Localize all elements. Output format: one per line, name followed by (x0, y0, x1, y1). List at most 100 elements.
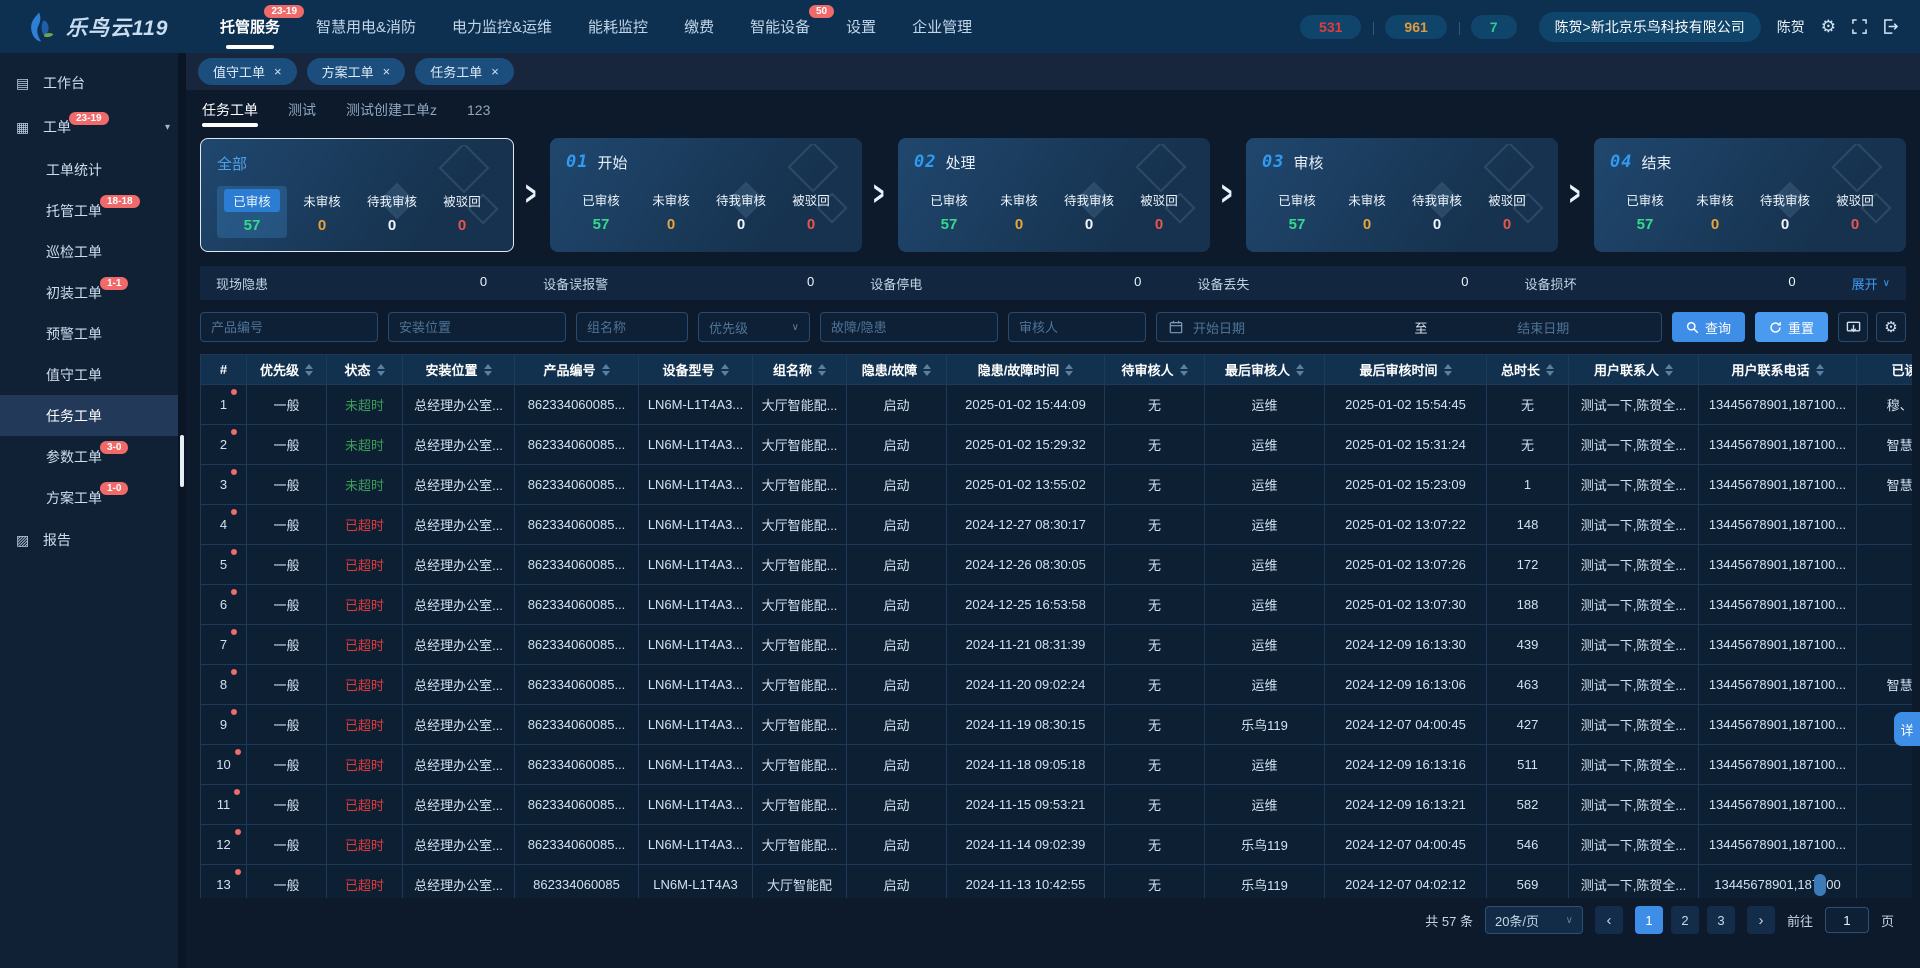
column-header[interactable]: 用户联系人 (1569, 355, 1699, 385)
stage-stat[interactable]: 被驳回 0 (1472, 185, 1542, 237)
fault-input[interactable] (820, 312, 998, 342)
table-row[interactable]: 4 一般 已超时 总经理办公室... 862334060085... LN6M-… (201, 505, 1913, 545)
stage-stat[interactable]: 被驳回 0 (1820, 185, 1890, 237)
table-row[interactable]: 1 一般 未超时 总经理办公室... 862334060085... LN6M-… (201, 385, 1913, 425)
stage-card[interactable]: 全部 已审核 57 未审核 0 待我审核 0 被驳回 0 (200, 138, 514, 252)
sort-icon[interactable] (1816, 364, 1824, 376)
reset-button[interactable]: 重置 (1755, 312, 1828, 342)
sidebar-item[interactable]: 预警工单 (0, 313, 178, 354)
table-row[interactable]: 2 一般 未超时 总经理办公室... 862334060085... LN6M-… (201, 425, 1913, 465)
stage-stat[interactable]: 已审核 57 (566, 185, 636, 237)
sidebar-item[interactable]: 值守工单 (0, 354, 178, 395)
main-nav-item[interactable]: 企业管理 (912, 0, 972, 53)
notification-counter[interactable]: 531 (1300, 15, 1361, 39)
view-tab[interactable]: 123 (467, 90, 490, 130)
sort-icon[interactable] (1665, 364, 1673, 376)
scrollbar-thumb[interactable] (1814, 874, 1826, 896)
table-row[interactable]: 3 一般 未超时 总经理办公室... 862334060085... LN6M-… (201, 465, 1913, 505)
column-header[interactable]: 用户联系电话 (1699, 355, 1857, 385)
stage-stat[interactable]: 未审核 0 (636, 185, 706, 237)
sidebar-item[interactable]: 工单统计 (0, 149, 178, 190)
stage-stat[interactable]: 已审核 57 (1610, 185, 1680, 237)
stage-stat[interactable]: 未审核 0 (287, 186, 357, 238)
sidebar-item[interactable]: 巡检工单 (0, 231, 178, 272)
column-settings-gear-icon[interactable]: ⚙ (1876, 312, 1906, 342)
stage-stat[interactable]: 已审核 57 (1262, 185, 1332, 237)
main-nav-item[interactable]: 能耗监控 (588, 0, 648, 53)
notification-counter[interactable]: 7 (1471, 15, 1517, 39)
page-jump-input[interactable] (1825, 907, 1869, 933)
sidebar-resizer[interactable] (178, 53, 186, 968)
priority-select[interactable]: 优先级 ∨ (698, 312, 810, 342)
table-row[interactable]: 13 一般 已超时 总经理办公室... 862334060085 LN6M-L1… (201, 865, 1913, 899)
main-nav-item[interactable]: 智能设备 50 (750, 0, 810, 53)
auditor-input[interactable] (1008, 312, 1146, 342)
main-nav-item[interactable]: 托管服务 23-19 (220, 0, 280, 53)
stage-card[interactable]: 01 开始 已审核 57 未审核 0 待我审核 0 被驳回 0 (550, 138, 862, 252)
column-header[interactable]: 隐患/故障时间 (947, 355, 1105, 385)
table-row[interactable]: 10 一般 已超时 总经理办公室... 862334060085... LN6M… (201, 745, 1913, 785)
sidebar-item[interactable]: ▦ 工单 23-19 ▾ (0, 105, 178, 149)
column-header[interactable]: 安装位置 (403, 355, 515, 385)
open-view-tag[interactable]: 值守工单 × (198, 58, 297, 85)
sort-icon[interactable] (484, 364, 492, 376)
stage-stat[interactable]: 被驳回 0 (427, 186, 497, 238)
stage-stat[interactable]: 待我审核 0 (1750, 185, 1820, 237)
product-no-input[interactable] (200, 312, 378, 342)
sort-icon[interactable] (1546, 364, 1554, 376)
date-range-picker[interactable]: 开始日期 至 结束日期 (1156, 312, 1662, 342)
column-header[interactable]: 优先级 (247, 355, 327, 385)
user-menu[interactable]: 陈贺 (1777, 17, 1805, 37)
sort-icon[interactable] (1296, 364, 1304, 376)
table-row[interactable]: 12 一般 已超时 总经理办公室... 862334060085... LN6M… (201, 825, 1913, 865)
stage-stat[interactable]: 待我审核 0 (1402, 185, 1472, 237)
stage-stat[interactable]: 被驳回 0 (1124, 185, 1194, 237)
page-button[interactable]: 2 (1671, 906, 1699, 934)
sort-icon[interactable] (923, 364, 931, 376)
sort-icon[interactable] (305, 364, 313, 376)
sidebar-item[interactable]: 托管工单 18-18 (0, 190, 178, 231)
main-nav-item[interactable]: 设置 (846, 0, 876, 53)
stage-stat[interactable]: 未审核 0 (984, 185, 1054, 237)
expand-toggle[interactable]: 展开 ∨ (1852, 274, 1890, 293)
stage-stat[interactable]: 待我审核 0 (357, 186, 427, 238)
view-tab[interactable]: 测试创建工单z (346, 90, 437, 130)
main-nav-item[interactable]: 电力监控&运维 (452, 0, 552, 53)
sidebar-item[interactable]: ▨ 报告 (0, 518, 178, 562)
stage-card[interactable]: 03 审核 已审核 57 未审核 0 待我审核 0 被驳回 0 (1246, 138, 1558, 252)
stage-card[interactable]: 04 结束 已审核 57 未审核 0 待我审核 0 被驳回 0 (1594, 138, 1906, 252)
fullscreen-icon[interactable] (1852, 19, 1867, 34)
settings-gear-icon[interactable]: ⚙ (1821, 17, 1836, 37)
brand[interactable]: 乐鸟云119 (22, 10, 190, 44)
close-icon[interactable]: × (491, 65, 499, 78)
stage-stat[interactable]: 未审核 0 (1680, 185, 1750, 237)
column-header[interactable]: 待审核人 (1105, 355, 1205, 385)
table-row[interactable]: 7 一般 已超时 总经理办公室... 862334060085... LN6M-… (201, 625, 1913, 665)
column-header[interactable]: 已读 (1857, 355, 1913, 385)
column-header[interactable]: 状态 (327, 355, 403, 385)
stage-stat[interactable]: 未审核 0 (1332, 185, 1402, 237)
sort-icon[interactable] (1065, 364, 1073, 376)
main-nav-item[interactable]: 智慧用电&消防 (316, 0, 416, 53)
table-row[interactable]: 9 一般 已超时 总经理办公室... 862334060085... LN6M-… (201, 705, 1913, 745)
table-row[interactable]: 6 一般 已超时 总经理办公室... 862334060085... LN6M-… (201, 585, 1913, 625)
column-header[interactable]: 设备型号 (639, 355, 753, 385)
stage-stat[interactable]: 被驳回 0 (776, 185, 846, 237)
view-tab[interactable]: 任务工单 (202, 90, 258, 130)
main-nav-item[interactable]: 缴费 (684, 0, 714, 53)
sort-icon[interactable] (377, 364, 385, 376)
sort-icon[interactable] (721, 364, 729, 376)
prev-page-button[interactable]: ‹ (1595, 906, 1623, 934)
close-icon[interactable]: × (274, 65, 282, 78)
table-row[interactable]: 11 一般 已超时 总经理办公室... 862334060085... LN6M… (201, 785, 1913, 825)
stage-stat[interactable]: 已审核 57 (914, 185, 984, 237)
group-name-input[interactable] (576, 312, 688, 342)
sidebar-item[interactable]: ▤ 工作台 (0, 61, 178, 105)
detail-drawer-button[interactable]: 详 (1894, 712, 1920, 746)
column-header[interactable]: 组名称 (753, 355, 847, 385)
install-location-input[interactable] (388, 312, 566, 342)
notification-counter[interactable]: 961 (1385, 15, 1446, 39)
sidebar-item[interactable]: 方案工单 1-0 (0, 477, 178, 518)
page-size-select[interactable]: 20条/页 ∨ (1485, 906, 1583, 934)
sort-icon[interactable] (602, 364, 610, 376)
